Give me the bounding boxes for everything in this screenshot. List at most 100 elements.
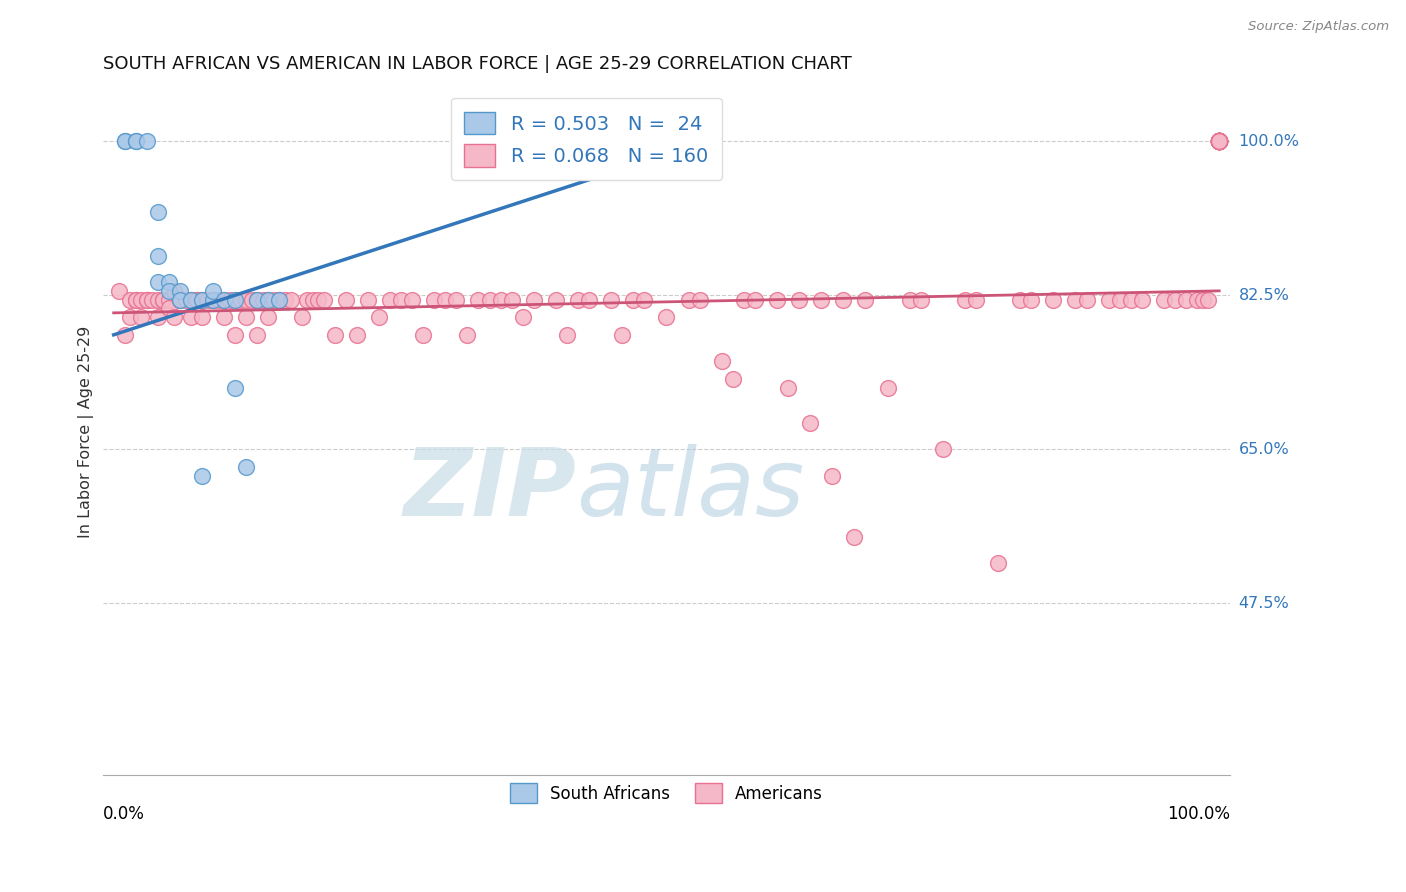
Point xyxy=(787,293,810,307)
Point xyxy=(224,293,246,307)
Point xyxy=(932,442,955,457)
Point xyxy=(202,293,225,307)
Point xyxy=(186,293,208,307)
Point xyxy=(323,327,346,342)
Point xyxy=(212,293,235,307)
Point xyxy=(257,310,280,325)
Point xyxy=(876,381,898,395)
Point xyxy=(1208,134,1230,148)
Point xyxy=(733,293,755,307)
Point xyxy=(257,293,280,307)
Point xyxy=(120,293,142,307)
Point xyxy=(157,275,180,289)
Point xyxy=(478,293,501,307)
Point xyxy=(555,327,578,342)
Point xyxy=(1208,134,1230,148)
Point xyxy=(401,293,423,307)
Point xyxy=(169,293,191,307)
Point xyxy=(125,293,148,307)
Point xyxy=(1208,134,1230,148)
Point xyxy=(1208,134,1230,148)
Point xyxy=(1010,293,1032,307)
Point xyxy=(141,293,163,307)
Point xyxy=(434,293,457,307)
Legend: South Africans, Americans: South Africans, Americans xyxy=(498,772,835,814)
Point xyxy=(844,530,866,544)
Point xyxy=(335,293,357,307)
Point xyxy=(423,293,446,307)
Point xyxy=(501,293,523,307)
Point xyxy=(378,293,401,307)
Point xyxy=(512,310,534,325)
Point xyxy=(821,468,844,483)
Point xyxy=(114,327,136,342)
Point xyxy=(412,327,434,342)
Point xyxy=(1164,293,1187,307)
Point xyxy=(612,327,634,342)
Point xyxy=(1191,293,1213,307)
Text: atlas: atlas xyxy=(576,444,804,535)
Point xyxy=(257,293,280,307)
Point xyxy=(721,372,744,386)
Text: SOUTH AFRICAN VS AMERICAN IN LABOR FORCE | AGE 25-29 CORRELATION CHART: SOUTH AFRICAN VS AMERICAN IN LABOR FORCE… xyxy=(103,55,852,73)
Text: ZIP: ZIP xyxy=(404,444,576,536)
Point xyxy=(1208,134,1230,148)
Point xyxy=(1208,134,1230,148)
Point xyxy=(191,293,214,307)
Point xyxy=(1208,134,1230,148)
Point xyxy=(246,293,269,307)
Point xyxy=(633,293,655,307)
Point xyxy=(135,293,157,307)
Point xyxy=(307,293,329,307)
Point xyxy=(186,293,208,307)
Point xyxy=(1208,134,1230,148)
Point xyxy=(1208,134,1230,148)
Point xyxy=(191,310,214,325)
Point xyxy=(108,284,131,298)
Point xyxy=(1197,293,1219,307)
Point xyxy=(224,381,246,395)
Point xyxy=(157,293,180,307)
Point xyxy=(600,293,623,307)
Point xyxy=(346,327,368,342)
Text: 0.0%: 0.0% xyxy=(103,805,145,823)
Point xyxy=(291,310,314,325)
Point xyxy=(146,275,169,289)
Point xyxy=(269,293,291,307)
Point xyxy=(125,134,148,148)
Point xyxy=(235,310,257,325)
Point xyxy=(1208,134,1230,148)
Point xyxy=(1185,293,1208,307)
Point xyxy=(169,284,191,298)
Point xyxy=(208,293,231,307)
Point xyxy=(202,293,225,307)
Point xyxy=(810,293,832,307)
Point xyxy=(1208,134,1230,148)
Point xyxy=(1208,134,1230,148)
Point xyxy=(1208,134,1230,148)
Point xyxy=(446,293,468,307)
Point xyxy=(1208,134,1230,148)
Point xyxy=(1076,293,1098,307)
Point xyxy=(120,310,142,325)
Point xyxy=(578,293,600,307)
Text: 100.0%: 100.0% xyxy=(1167,805,1230,823)
Point xyxy=(1208,134,1230,148)
Point xyxy=(766,293,789,307)
Point xyxy=(1119,293,1142,307)
Point xyxy=(235,293,257,307)
Point xyxy=(1208,134,1230,148)
Point xyxy=(1208,134,1230,148)
Point xyxy=(157,284,180,298)
Point xyxy=(240,293,263,307)
Point xyxy=(229,293,252,307)
Point xyxy=(544,293,567,307)
Point xyxy=(1153,293,1175,307)
Point xyxy=(152,293,174,307)
Point xyxy=(235,459,257,474)
Point xyxy=(114,134,136,148)
Point xyxy=(114,134,136,148)
Point xyxy=(678,293,700,307)
Text: 100.0%: 100.0% xyxy=(1239,134,1299,149)
Point xyxy=(368,310,391,325)
